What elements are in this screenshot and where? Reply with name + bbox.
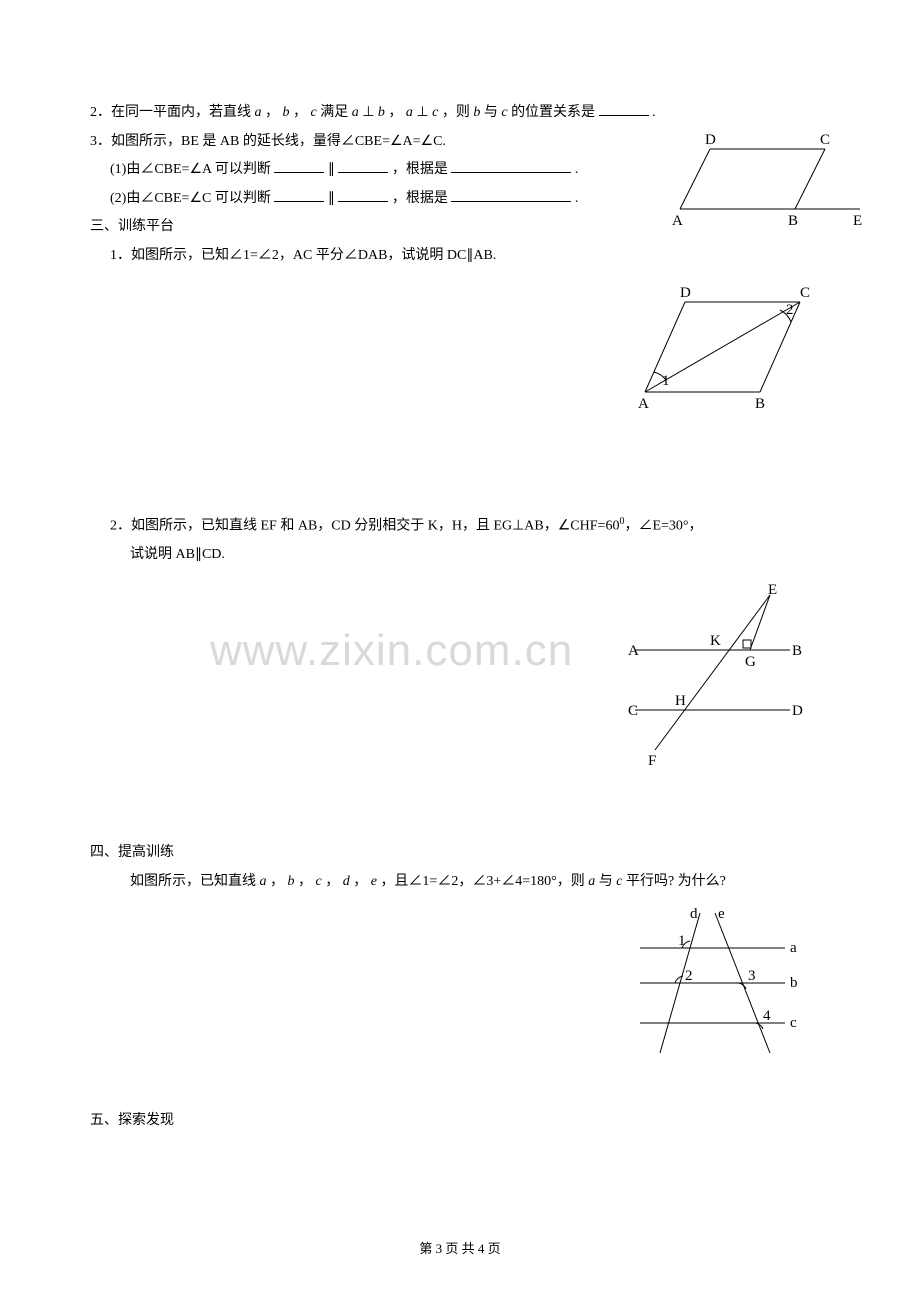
var-c: c — [432, 105, 438, 120]
sec4-q: 如图所示，已知直线 a ， b ， c ， d ， e ，且∠1=∠2，∠3+∠… — [90, 869, 830, 896]
svg-text:E: E — [853, 213, 862, 229]
var-b: b — [288, 874, 295, 889]
var-b: b — [283, 105, 290, 120]
question-3: 3．如图所示，BE 是 AB 的延长线，量得∠CBE=∠A=∠C. (1)由∠C… — [90, 129, 830, 213]
t: ，根据是 — [392, 191, 448, 206]
svg-text:A: A — [638, 396, 649, 412]
t: 满足 — [320, 105, 352, 120]
var-c: c — [616, 874, 622, 889]
t: ，则 — [442, 105, 474, 120]
svg-text:1: 1 — [662, 373, 670, 389]
sec3-q2-line2: 试说明 AB∥CD. — [90, 542, 830, 569]
section-5-title: 五、探索发现 — [90, 1108, 830, 1135]
t: 如图所示，已知直线 — [130, 874, 260, 889]
svg-text:A: A — [672, 213, 683, 229]
t: . — [575, 191, 579, 206]
fill-blank[interactable] — [451, 186, 571, 201]
var-a: a — [255, 105, 262, 120]
sec3-q2: 2．如图所示，已知直线 EF 和 AB，CD 分别相交于 K，H，且 EG⊥AB… — [90, 512, 830, 540]
svg-text:F: F — [648, 753, 656, 769]
var-b: b — [473, 105, 480, 120]
var-e: e — [371, 874, 377, 889]
svg-text:3: 3 — [748, 968, 756, 984]
svg-text:A: A — [628, 643, 639, 659]
q2-text: 2．在同一平面内，若直线 — [90, 105, 255, 120]
figure-3-area: E A K B G C H D F — [90, 570, 830, 780]
t: ， — [270, 874, 284, 889]
var-b: b — [378, 105, 385, 120]
svg-text:b: b — [790, 975, 798, 991]
svg-text:2: 2 — [685, 968, 693, 984]
figure-rhombus: D C A B 1 2 — [630, 282, 820, 433]
t: . — [575, 162, 579, 177]
t: ， — [265, 105, 279, 120]
var-c: c — [316, 874, 322, 889]
t: 的位置关系是 — [511, 105, 595, 120]
fill-blank[interactable] — [274, 186, 324, 201]
svg-text:H: H — [675, 693, 686, 709]
t: ，且∠1=∠2，∠3+∠4=180°，则 — [380, 874, 588, 889]
svg-text:B: B — [755, 396, 765, 412]
svg-text:4: 4 — [763, 1008, 771, 1024]
figure-lines-abc: d e a b c 1 2 3 4 — [630, 903, 810, 1079]
t: ， — [293, 105, 307, 120]
svg-text:C: C — [820, 132, 830, 148]
question-2: 2．在同一平面内，若直线 a ， b ， c 满足 a ⊥ b ， a ⊥ c … — [90, 100, 830, 127]
sec3-q1: 1．如图所示，已知∠1=∠2，AC 平分∠DAB，试说明 DC∥AB. — [90, 243, 830, 270]
svg-text:E: E — [768, 582, 777, 598]
figure-4-area: d e a b c 1 2 3 4 — [90, 898, 830, 1068]
svg-text:B: B — [792, 643, 802, 659]
svg-text:C: C — [800, 285, 810, 301]
var-a: a — [260, 874, 267, 889]
t: ， — [388, 105, 402, 120]
fill-blank[interactable] — [599, 101, 649, 116]
parallel-icon: ∥ — [328, 191, 335, 206]
t: 与 — [484, 105, 502, 120]
svg-text:G: G — [745, 654, 756, 670]
svg-text:1: 1 — [678, 933, 686, 949]
t: ，∠E=30°， — [624, 518, 702, 533]
t: ，根据是 — [392, 162, 448, 177]
svg-text:D: D — [680, 285, 691, 301]
t: 与 — [599, 874, 617, 889]
t: (1)由∠CBE=∠A 可以判断 — [110, 162, 271, 177]
svg-text:c: c — [790, 1015, 797, 1031]
var-c: c — [501, 105, 507, 120]
t: ， — [325, 874, 339, 889]
parallel-icon: ∥ — [328, 162, 335, 177]
fill-blank[interactable] — [274, 158, 324, 173]
figure-transversal: E A K B G C H D F — [620, 580, 810, 781]
figure-parallelogram: D C A B E — [660, 129, 870, 240]
svg-text:D: D — [792, 703, 803, 719]
svg-text:e: e — [718, 906, 725, 922]
t: ， — [353, 874, 367, 889]
var-a: a — [406, 105, 413, 120]
var-a: a — [352, 105, 359, 120]
var-a: a — [588, 874, 595, 889]
svg-text:C: C — [628, 703, 638, 719]
svg-text:D: D — [705, 132, 716, 148]
svg-text:a: a — [790, 940, 797, 956]
t: ， — [298, 874, 312, 889]
svg-text:K: K — [710, 633, 721, 649]
fill-blank[interactable] — [338, 186, 388, 201]
svg-text:B: B — [788, 213, 798, 229]
var-c: c — [311, 105, 317, 120]
t: (2)由∠CBE=∠C 可以判断 — [110, 191, 271, 206]
fill-blank[interactable] — [451, 158, 571, 173]
svg-text:d: d — [690, 906, 698, 922]
section-4-title: 四、提高训练 — [90, 840, 830, 867]
perp-icon: ⊥ — [362, 105, 374, 120]
t: . — [652, 105, 656, 120]
var-d: d — [343, 874, 350, 889]
figure-2-area: D C A B 1 2 — [90, 272, 830, 442]
t: 1．如图所示，已知∠1=∠2，AC 平分∠DAB，试说明 DC∥AB. — [110, 248, 496, 263]
t: 平行吗? 为什么? — [626, 874, 726, 889]
page-footer: 第 3 页 共 4 页 — [0, 1237, 920, 1262]
fill-blank[interactable] — [338, 158, 388, 173]
t: 2．如图所示，已知直线 EF 和 AB，CD 分别相交于 K，H，且 EG⊥AB… — [110, 518, 619, 533]
perp-icon: ⊥ — [416, 105, 428, 120]
